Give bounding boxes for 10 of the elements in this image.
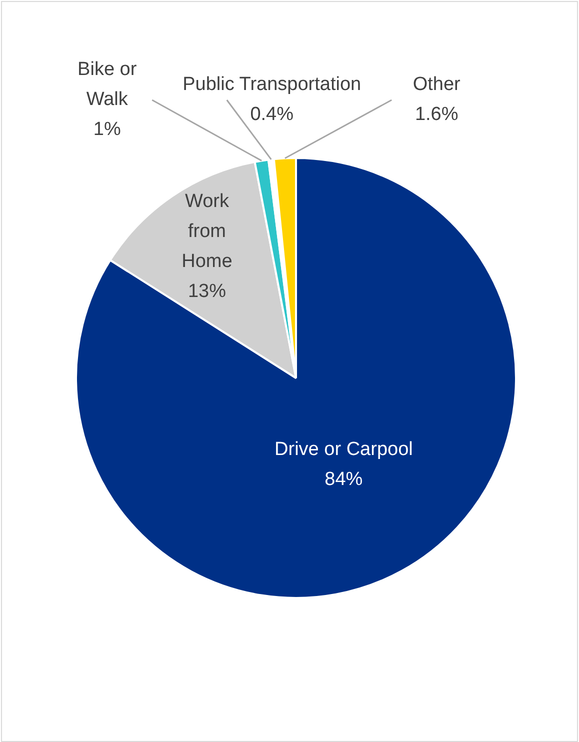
slice-label: Other [412,74,462,96]
data-label: 13% [188,281,226,302]
data-label: 1% [93,119,121,140]
data-label: 0.4% [250,104,294,126]
slice-label: Public Transportation [182,74,362,96]
slice-label: Bike or Walk [78,59,138,110]
data-label: 84% [324,468,363,490]
data-label: 1.6% [414,104,458,126]
slice-label: Work from Home [182,191,232,272]
slice-label: Drive or Carpool [274,438,413,460]
